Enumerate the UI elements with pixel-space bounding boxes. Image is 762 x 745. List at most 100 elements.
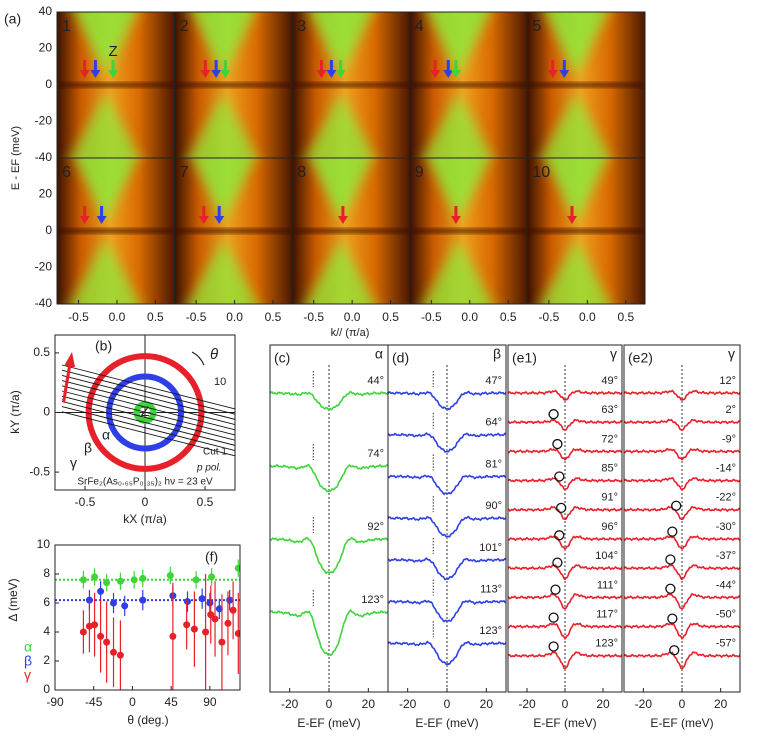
theta-label: θ [210,346,218,363]
k-arrow [450,60,461,78]
image-panel [409,158,528,304]
x-tick-label: 90 [203,695,217,709]
spectrum [508,564,622,581]
gap-marker [552,438,563,450]
y-tick-label: -20 [35,260,53,274]
x-tick-label: 0 [562,697,569,711]
gap-marker [667,526,678,537]
angle-label: 44° [367,375,384,387]
data-point [103,579,111,587]
angle-label: 111° [597,579,618,591]
x-tick-label: -0.5 [421,310,442,324]
x-tick-label: -20 [635,697,653,711]
data-point [202,628,210,636]
x-tick-label: -0.5 [303,310,324,324]
x-tick-label: -90 [46,695,64,709]
data-point [110,648,118,656]
y-tick-label: 20 [39,41,53,55]
spectrum [624,564,740,581]
angle-label: -22° [716,492,736,504]
fermi-surface [85,353,205,472]
spectrum [624,535,740,551]
z-label: Z [109,43,118,60]
spectrum [624,622,740,640]
panel-label: (f) [205,549,218,565]
x-tick-label: 20 [362,697,376,711]
band-label: γ [70,455,77,471]
k-arrow [79,206,90,224]
k-arrow [108,60,119,78]
image-panel [527,158,645,304]
spectra-panel [270,365,388,692]
data-point [229,606,237,614]
panel-number: 3 [297,18,306,35]
x-axis-label: k// (π/a) [331,327,370,339]
data-point [234,629,240,637]
k-arrow [220,60,231,78]
panel-label: (b) [95,338,112,354]
gap-marker [548,612,559,623]
fermi-surface [133,401,157,424]
dispersion-upper [74,12,138,77]
angle-label: 91° [601,492,618,504]
k-arrow [326,60,337,78]
spectrum [624,447,740,461]
panel-label: (e1) [512,350,537,366]
spectrum [388,390,506,411]
spectra-panel [508,365,622,692]
panel-number: 9 [415,164,424,181]
angle-label: 2° [725,404,736,416]
x-tick-label: 0.5 [617,310,634,324]
y-tick-label: 8 [43,566,50,580]
data-point [226,596,234,604]
k-arrow [90,60,101,78]
data-point [190,625,198,633]
y-axis-label: E - EF (meV) [10,126,22,190]
angle-label: 63° [601,404,618,416]
x-tick-label: 20 [596,697,610,711]
gap-marker [550,584,561,595]
gap-marker [556,502,567,514]
gap-marker [552,557,563,568]
gap-band [57,82,175,88]
dispersion-upper [192,12,255,77]
angle-label: 47° [485,375,502,387]
image-panel [57,158,175,304]
angle-label: -57° [716,638,736,650]
x-tick-label: 0 [142,495,149,509]
gap-marker [667,613,678,624]
spectrum [508,592,622,610]
dispersion-upper [427,158,490,223]
spectrum [388,474,506,496]
data-point [207,611,215,619]
y-tick-label: -20 [35,114,53,128]
theta-arc [191,351,205,366]
k-arrow [198,206,209,224]
cut-line [61,364,235,410]
gap-band [527,228,645,234]
angle-label: -9° [722,433,736,445]
image-panel [527,12,645,158]
cut-line [61,380,235,426]
angle-label: 123° [361,594,384,606]
angle-label: -44° [716,579,736,591]
x-tick-label: 0 [444,697,451,711]
spectrum [388,515,506,538]
spectrum [508,535,622,551]
x-tick-label: 20 [480,697,494,711]
y-tick-label: 0 [43,405,50,419]
spectrum [508,505,622,521]
cut-label: Cut 1 [203,447,227,458]
y-axis-label: kY (π/a) [8,390,22,433]
panel-number: 7 [180,164,189,181]
y-tick-label: 0.5 [33,345,50,359]
spectrum [508,622,622,640]
data-point [198,595,206,603]
k-arrow [547,60,558,78]
x-tick-label: 0.5 [382,310,399,324]
x-axis-label: E-EF (meV) [297,716,360,730]
dispersion-lower [305,239,375,304]
panel-number: 1 [62,18,71,35]
center-label: Z [141,403,150,419]
x-tick-label: -0.5 [75,495,96,509]
